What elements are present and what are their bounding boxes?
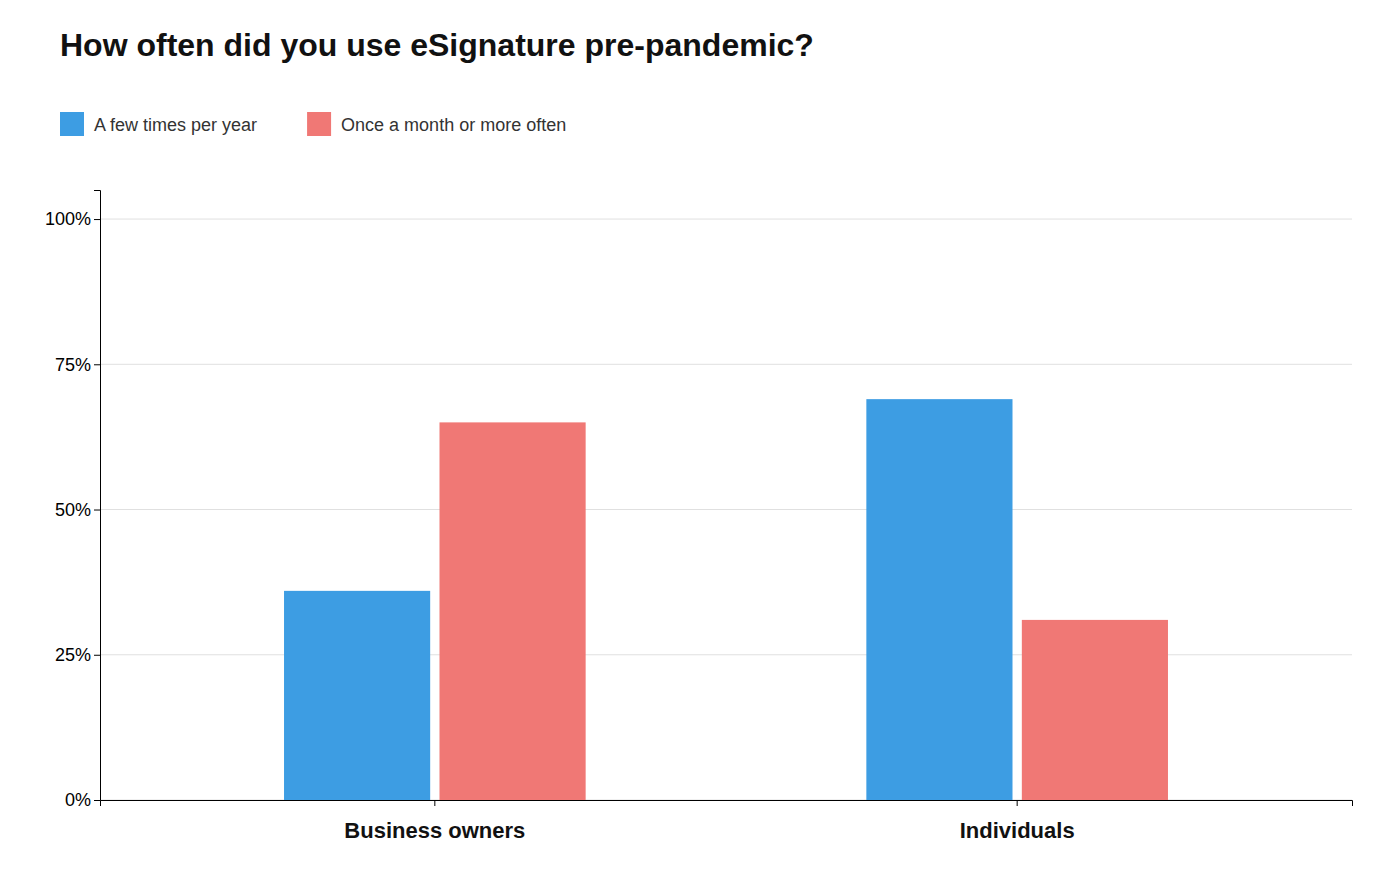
bar — [1022, 620, 1168, 800]
y-tick: 75% — [55, 355, 100, 375]
x-axis: Business owners Individuals — [101, 800, 1353, 843]
y-tick: 100% — [45, 209, 100, 229]
bar — [440, 422, 586, 800]
legend-item: A few times per year — [60, 112, 257, 136]
y-tick-mark — [94, 510, 100, 511]
y-tick-label: 25% — [55, 645, 91, 665]
y-axis-line — [94, 191, 101, 801]
legend-swatch — [307, 112, 331, 136]
y-tick-label: 0% — [65, 790, 91, 810]
x-tick-mark — [434, 800, 435, 806]
y-tick-label: 50% — [55, 500, 91, 520]
bar — [284, 591, 430, 800]
y-tick-label: 75% — [55, 355, 91, 375]
chart-container: How often did you use eSignature pre-pan… — [0, 0, 1392, 880]
y-axis: 0% 25% 50% 75% 100% — [45, 191, 101, 811]
legend-swatch — [60, 112, 84, 136]
y-tick-mark — [94, 364, 100, 365]
legend: A few times per year Once a month or more… — [60, 112, 566, 136]
y-tick: 0% — [65, 790, 100, 810]
series — [284, 399, 1012, 800]
grid-line — [100, 509, 1352, 510]
y-tick-label: 100% — [45, 209, 91, 229]
legend-label: A few times per year — [94, 115, 257, 135]
series — [440, 422, 1168, 800]
grid-line — [100, 219, 1352, 220]
legend-item: Once a month or more often — [307, 112, 566, 136]
x-tick-mark — [1017, 800, 1018, 806]
y-tick-mark — [94, 655, 100, 656]
x-tick-label: Individuals — [960, 818, 1075, 843]
legend-label: Once a month or more often — [341, 115, 566, 135]
x-tick: Business owners — [344, 800, 525, 843]
bar — [866, 399, 1012, 800]
x-axis-line — [101, 801, 1353, 807]
chart-svg: How often did you use eSignature pre-pan… — [0, 0, 1392, 880]
grid — [100, 219, 1352, 800]
y-tick-mark — [94, 800, 100, 801]
y-tick-mark — [94, 219, 100, 220]
grid-line — [100, 364, 1352, 365]
plot: 0% 25% 50% 75% 100% Business owners Individual… — [45, 191, 1353, 843]
x-tick-label: Business owners — [344, 818, 525, 843]
x-tick: Individuals — [960, 800, 1075, 843]
y-tick: 25% — [55, 645, 100, 665]
bars — [284, 399, 1168, 800]
y-tick: 50% — [55, 500, 100, 520]
title: How often did you use eSignature pre-pan… — [60, 27, 814, 63]
